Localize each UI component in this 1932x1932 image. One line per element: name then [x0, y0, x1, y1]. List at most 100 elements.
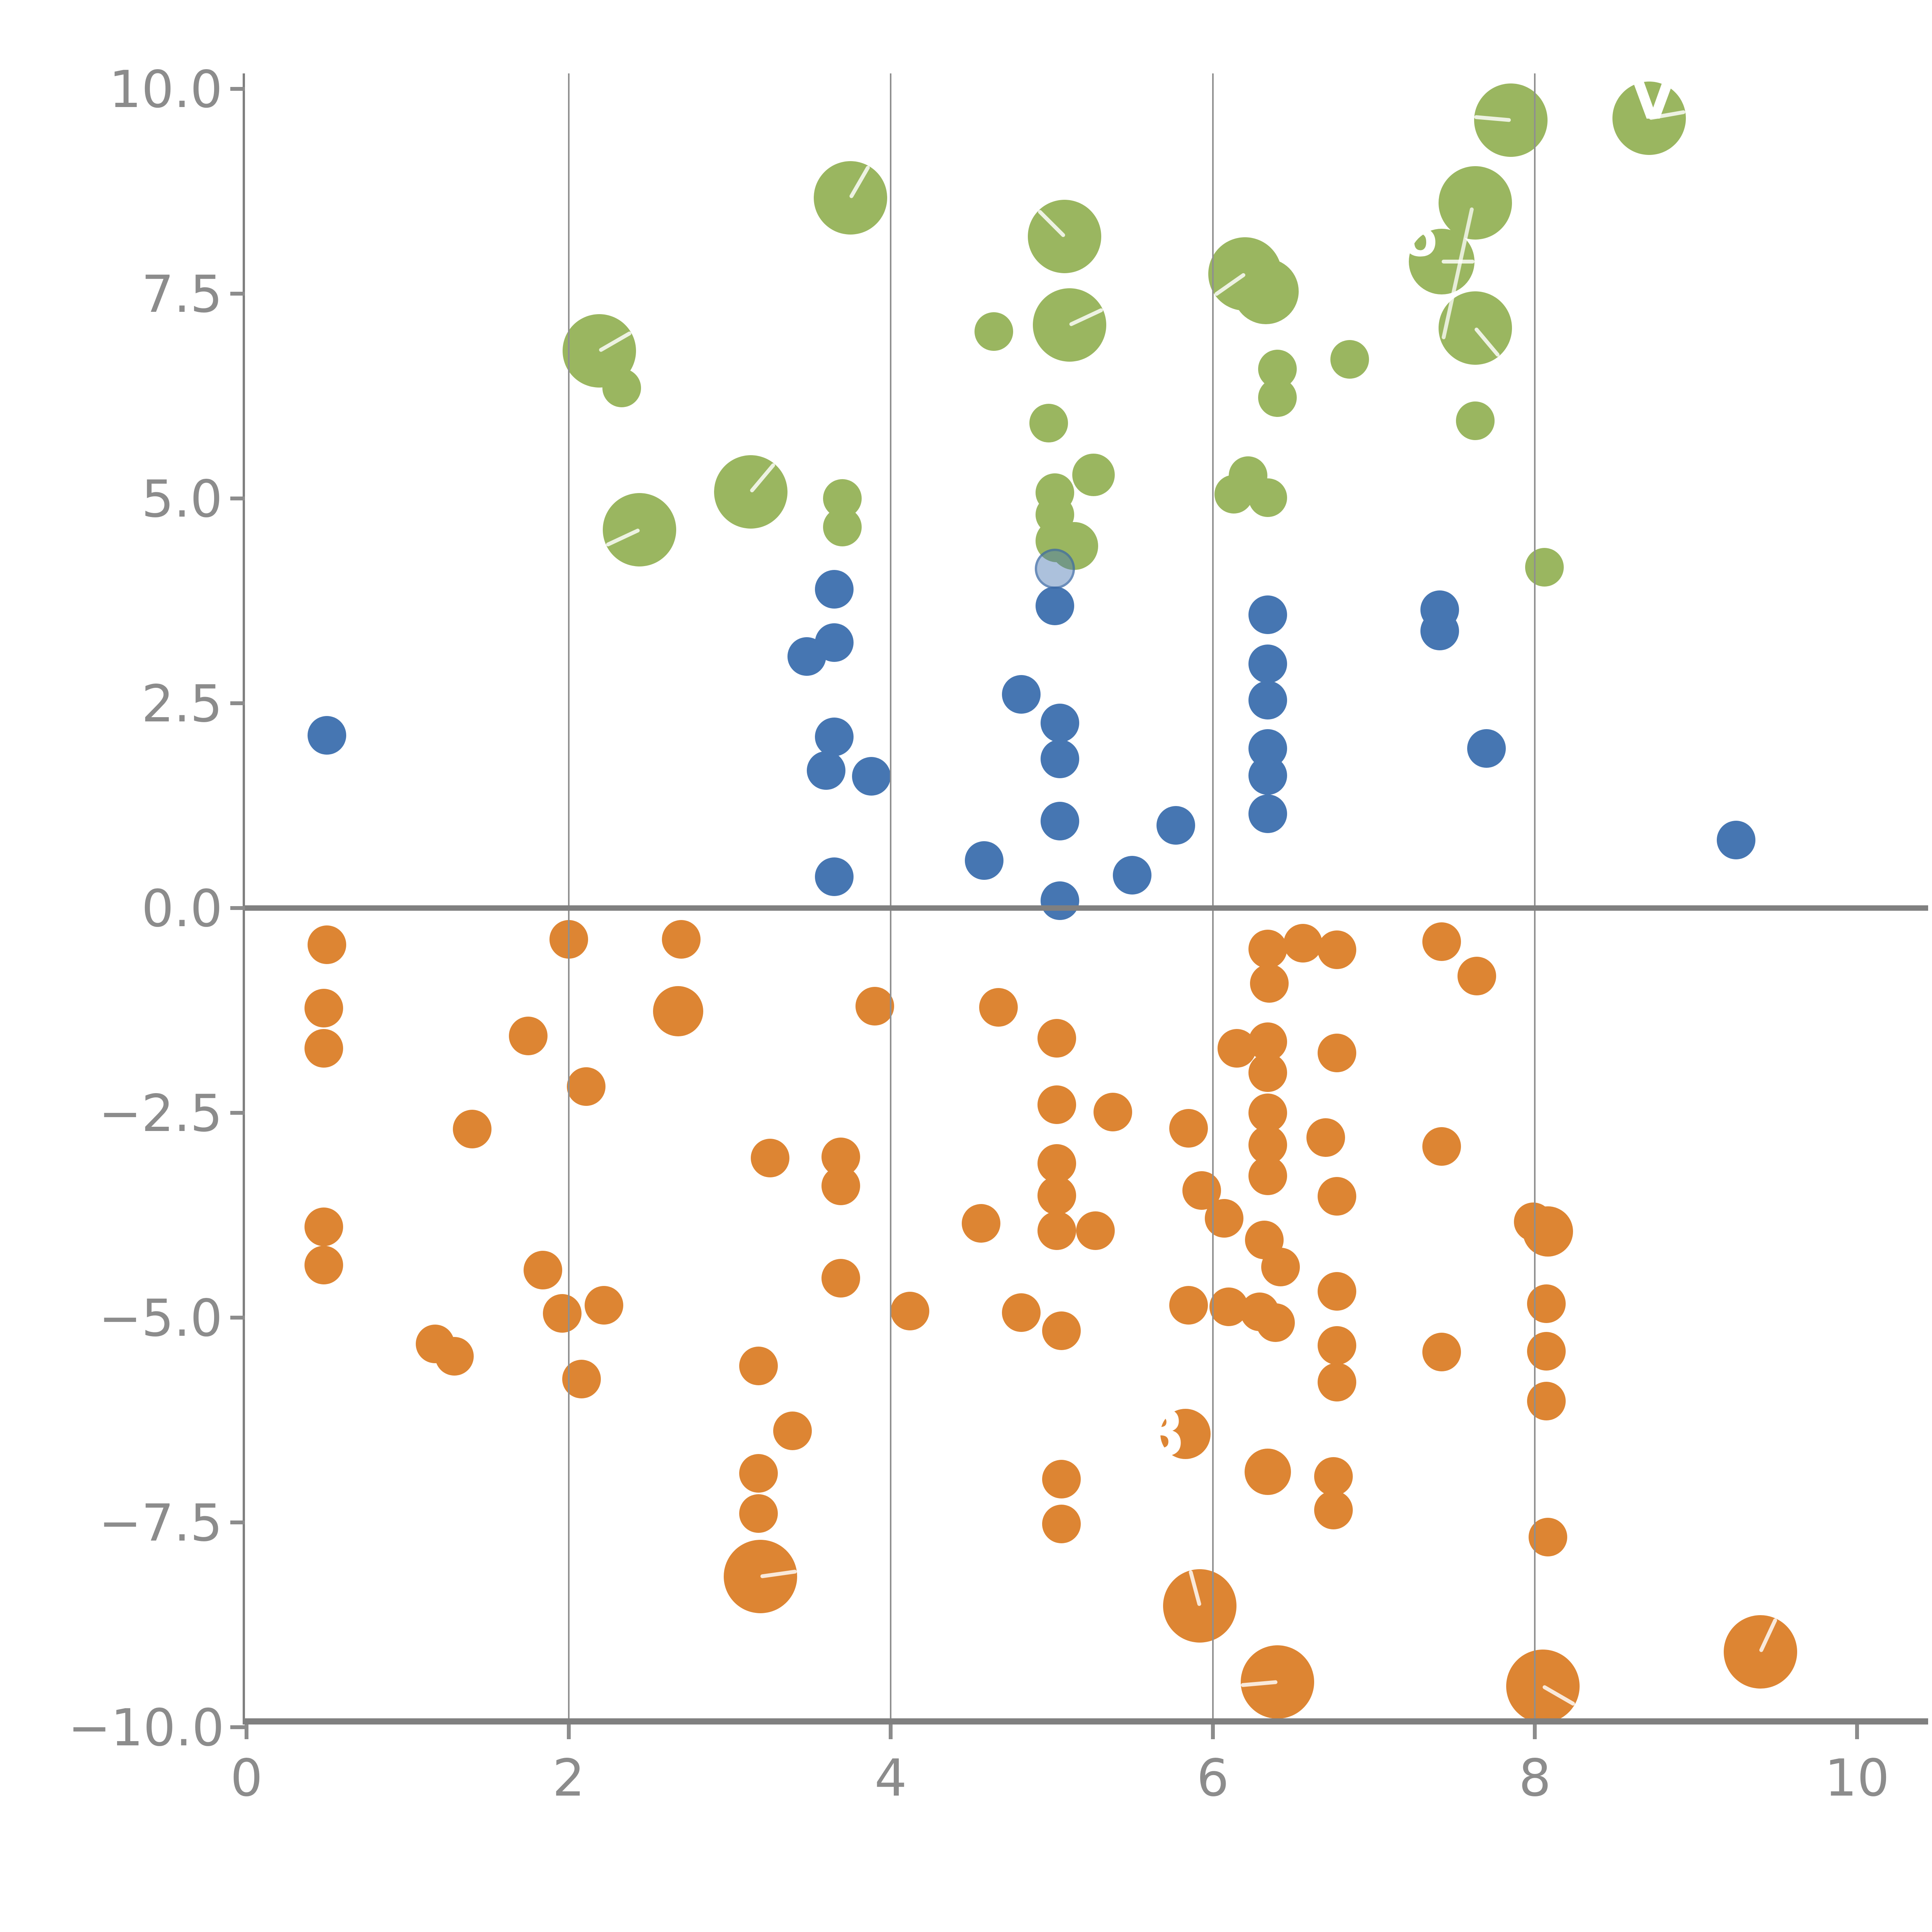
- orange-point: [1284, 924, 1323, 963]
- blue-point: [1717, 821, 1756, 860]
- blue-point: [1040, 802, 1079, 841]
- orange-point: [1314, 1491, 1353, 1530]
- y-tick-mark: [230, 1725, 245, 1729]
- orange-point: [509, 1016, 548, 1055]
- blue-point: [1040, 881, 1079, 920]
- orange-point: [1306, 1118, 1345, 1157]
- green-point: [602, 368, 641, 407]
- x-tick-mark: [1533, 1725, 1537, 1739]
- orange-point: [750, 1138, 789, 1177]
- orange-point: [1076, 1211, 1115, 1250]
- orange-point: [1527, 1284, 1566, 1323]
- orange-point: [1094, 1092, 1133, 1131]
- blue-translucent-point: [1035, 549, 1075, 589]
- y-tick-label: −2.5: [99, 1084, 223, 1143]
- orange-point: [1204, 1199, 1243, 1238]
- green-point: [823, 508, 862, 547]
- orange-point: [1458, 956, 1497, 995]
- blue-point: [1248, 595, 1287, 634]
- orange-point: [1527, 1332, 1566, 1371]
- blue-point: [1420, 612, 1459, 651]
- green-point: [1258, 378, 1297, 417]
- green-point: [1072, 453, 1115, 496]
- orange-point: [653, 986, 704, 1037]
- y-tick-label: 10.0: [109, 60, 223, 119]
- orange-point: [739, 1347, 778, 1386]
- y-tick-label: 0.0: [141, 879, 223, 939]
- y-tick-mark: [230, 701, 245, 705]
- y-tick-mark: [230, 497, 245, 500]
- orange-point: [1163, 1569, 1237, 1643]
- green-point: [1029, 403, 1068, 442]
- blue-point: [1002, 675, 1041, 714]
- blue-point: [308, 716, 347, 755]
- gridline-x-4: [890, 73, 892, 1721]
- blue-point: [1113, 856, 1152, 895]
- orange-point: [1218, 1029, 1257, 1068]
- blue-point: [1248, 794, 1287, 833]
- orange-point: [1042, 1459, 1081, 1498]
- green-point: [1525, 548, 1564, 587]
- orange-point: [1002, 1293, 1041, 1332]
- y-tick-label: 2.5: [141, 674, 223, 734]
- blue-point: [852, 757, 891, 796]
- orange-point: [773, 1411, 812, 1450]
- y-tick-label: −5.0: [99, 1289, 223, 1348]
- gridline-x-6: [1212, 73, 1214, 1721]
- orange-point: [1209, 1287, 1248, 1327]
- green-point: [1439, 166, 1512, 240]
- orange-point: [1037, 1019, 1076, 1058]
- y-tick-label: −10.0: [68, 1698, 224, 1758]
- green-point: [1456, 401, 1495, 440]
- y-tick-mark: [230, 906, 245, 910]
- blue-point: [1040, 703, 1079, 742]
- orange-point: [1042, 1505, 1081, 1544]
- orange-point: [452, 1110, 492, 1149]
- x-tick-label: 8: [1519, 1748, 1551, 1808]
- orange-point: [1317, 1034, 1356, 1073]
- orange-point: [304, 988, 344, 1027]
- green-point: [1233, 258, 1299, 324]
- blue-point: [1248, 645, 1287, 684]
- orange-point: [1422, 1127, 1461, 1166]
- blue-point: [1467, 729, 1506, 768]
- bubble-glyph-o: o: [1403, 209, 1438, 268]
- x-tick-mark: [1855, 1725, 1859, 1739]
- blue-point: [1248, 680, 1287, 719]
- orange-point: [979, 988, 1018, 1027]
- orange-point: [1169, 1109, 1208, 1148]
- orange-point: [1317, 930, 1356, 969]
- orange-point: [1422, 1333, 1461, 1372]
- blue-point: [815, 857, 854, 896]
- orange-point: [739, 1494, 778, 1533]
- x-tick-mark: [1211, 1725, 1215, 1739]
- zero-line: [243, 905, 1928, 911]
- x-tick-label: 10: [1825, 1748, 1889, 1808]
- x-tick-mark: [566, 1725, 571, 1739]
- bubble-glyph-B: B: [1135, 1396, 1185, 1473]
- orange-point: [739, 1454, 778, 1493]
- orange-point: [1250, 964, 1289, 1003]
- x-tick-mark: [245, 1725, 248, 1739]
- orange-point: [585, 1286, 624, 1325]
- gridline-x-8: [1534, 73, 1536, 1721]
- x-tick-label: 6: [1196, 1748, 1229, 1808]
- orange-point: [1317, 1326, 1356, 1365]
- orange-point: [1261, 1247, 1300, 1286]
- orange-point: [567, 1067, 606, 1106]
- y-tick-label: −7.5: [99, 1493, 223, 1553]
- y-axis-spine: [243, 73, 245, 1725]
- orange-point: [662, 920, 701, 959]
- y-tick-mark: [230, 292, 245, 296]
- orange-point: [1527, 1382, 1566, 1421]
- orange-point: [961, 1204, 1000, 1243]
- orange-point: [1422, 922, 1461, 961]
- x-axis-line: [243, 1718, 1928, 1725]
- orange-point: [304, 1246, 344, 1285]
- blue-point: [815, 623, 854, 662]
- orange-point: [1248, 930, 1287, 968]
- x-tick-mark: [889, 1725, 893, 1739]
- y-tick-label: 7.5: [141, 265, 223, 324]
- y-tick-mark: [230, 1316, 245, 1320]
- orange-point: [1317, 1177, 1356, 1216]
